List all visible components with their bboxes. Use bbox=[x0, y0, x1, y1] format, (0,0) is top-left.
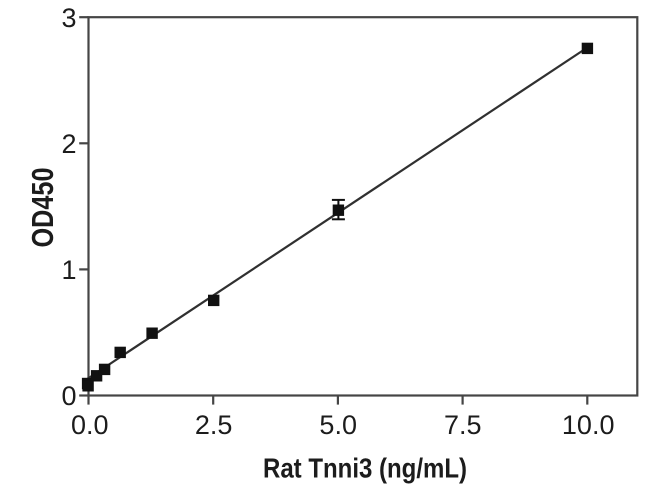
svg-text:0: 0 bbox=[61, 381, 76, 411]
svg-text:1: 1 bbox=[61, 255, 76, 285]
svg-text:0.0: 0.0 bbox=[71, 410, 109, 440]
svg-text:5.0: 5.0 bbox=[319, 410, 357, 440]
svg-text:OD450: OD450 bbox=[25, 168, 60, 248]
svg-text:7.5: 7.5 bbox=[444, 410, 482, 440]
svg-text:Rat Tnni3 (ng/mL): Rat Tnni3 (ng/mL) bbox=[263, 453, 467, 484]
svg-text:3: 3 bbox=[61, 3, 76, 33]
svg-text:10.0: 10.0 bbox=[562, 410, 615, 440]
svg-text:2.5: 2.5 bbox=[195, 410, 233, 440]
svg-text:2: 2 bbox=[61, 129, 76, 159]
